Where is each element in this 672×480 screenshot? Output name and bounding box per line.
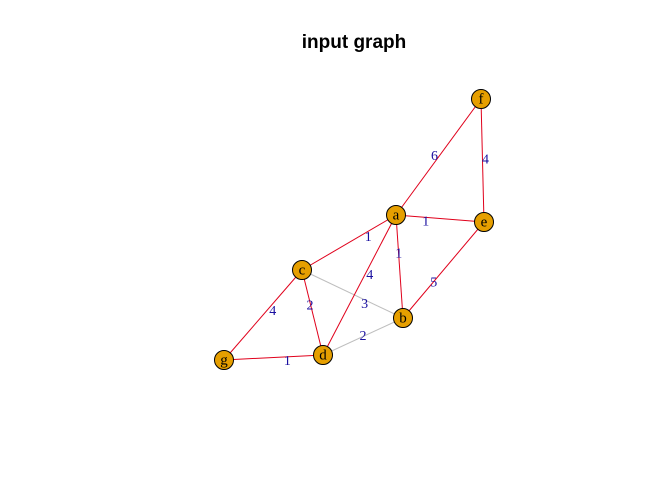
nodes-layer: a b c d e f g (214, 89, 494, 370)
edge-weight-g-d: 1 (284, 354, 291, 369)
node-label-f: f (479, 91, 484, 107)
edge-e-b (402, 221, 485, 319)
graph-title: input graph (302, 32, 406, 53)
edges-layer (223, 98, 485, 361)
node-a: a (386, 205, 406, 225)
edge-weight-a-e: 1 (422, 215, 429, 230)
edge-c-b (301, 269, 404, 319)
node-circle-e (474, 212, 494, 232)
edge-weight-c-g: 4 (269, 304, 276, 319)
node-label-c: c (299, 262, 306, 278)
node-d: d (313, 345, 333, 365)
node-label-a: a (393, 207, 400, 223)
node-circle-g (214, 350, 234, 370)
edge-c-g (223, 269, 303, 361)
node-label-g: g (220, 352, 228, 368)
edge-c-d (301, 269, 324, 356)
edge-weight-a-d: 4 (366, 268, 373, 283)
node-label-e: e (481, 214, 488, 230)
edge-weight-a-c: 1 (365, 230, 372, 245)
edge-f-e (480, 98, 485, 223)
edge-weight-a-b: 1 (395, 246, 402, 261)
edge-a-c (301, 214, 397, 271)
edge-weights-layer: 6 4 1 1 1 4 5 4 2 3 2 1 (269, 149, 489, 369)
edge-weight-c-d: 2 (307, 299, 314, 314)
node-b: b (393, 308, 413, 328)
edge-weight-c-b: 3 (361, 297, 368, 312)
node-e: e (474, 212, 494, 232)
node-label-d: d (319, 347, 327, 363)
node-circle-b (393, 308, 413, 328)
edge-weight-a-f: 6 (431, 149, 438, 164)
node-label-b: b (399, 310, 407, 326)
edge-g-d (223, 354, 324, 361)
edge-d-b (322, 317, 404, 356)
node-f: f (471, 89, 491, 109)
edge-a-d (322, 214, 397, 356)
edge-a-b (395, 214, 404, 319)
edge-a-f (395, 98, 482, 216)
edge-a-e (395, 214, 485, 223)
node-g: g (214, 350, 234, 370)
node-circle-c (292, 260, 312, 280)
node-circle-a (386, 205, 406, 225)
node-circle-f (471, 89, 491, 109)
node-circle-d (313, 345, 333, 365)
edge-weight-e-b: 5 (430, 276, 437, 291)
node-c: c (292, 260, 312, 280)
edge-weight-d-b: 2 (360, 329, 367, 344)
edge-weight-f-e: 4 (482, 153, 489, 168)
